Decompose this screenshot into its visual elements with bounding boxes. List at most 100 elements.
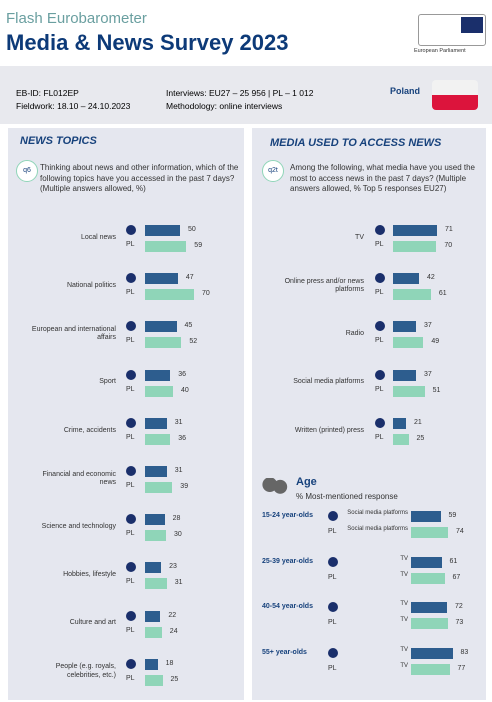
eu-icon [375, 369, 385, 380]
question: Thinking about news and other informatio… [40, 163, 239, 193]
bar [145, 417, 167, 429]
bar [411, 572, 445, 584]
heading: NEWS TOPICS [20, 135, 97, 147]
pl-label: PL [328, 664, 337, 672]
bar [145, 321, 177, 333]
info-id: EB-ID: FL012EP [16, 88, 79, 98]
value-label: 50 [188, 226, 196, 233]
item-label: TV [400, 571, 408, 578]
value-label: 70 [202, 290, 210, 298]
bar [145, 433, 171, 445]
value-label: 74 [456, 528, 464, 535]
item-label: TV [400, 601, 408, 607]
value-label: 24 [169, 627, 178, 635]
info-band [0, 66, 492, 124]
bar [145, 273, 178, 285]
bar [411, 663, 450, 675]
question-id: q2t [262, 160, 284, 182]
bar [393, 369, 416, 381]
eu-icon [126, 514, 136, 525]
eu-icon [126, 658, 136, 669]
row-label: Science and technology [41, 522, 116, 530]
heading: MEDIA USED TO ACCESS NEWS [270, 137, 442, 149]
item-label: TV [400, 662, 408, 669]
age-heading: Age [296, 476, 317, 488]
bar [145, 482, 173, 493]
bar [393, 417, 407, 429]
pl-label: PL [126, 337, 135, 345]
value-label: 45 [184, 322, 193, 330]
right-panel [252, 128, 486, 700]
value-label: 39 [180, 483, 189, 490]
value-label: 30 [174, 531, 182, 539]
row-label: TV [355, 233, 364, 241]
value-label: 70 [444, 242, 453, 249]
eu-icon [126, 610, 136, 621]
value-label: 61 [449, 557, 458, 565]
bar [145, 337, 182, 349]
age-label: 15-24 year-olds [262, 512, 313, 519]
bar [393, 273, 420, 285]
value-label: 72 [455, 603, 463, 610]
pl-label: PL [375, 385, 384, 393]
value-label: 25 [170, 675, 179, 683]
value-label: 40 [181, 386, 189, 394]
question: Among the following, what media have you… [290, 163, 476, 193]
bar [145, 289, 194, 301]
value-label: 28 [172, 515, 181, 523]
eu-icon [126, 562, 136, 573]
value-label: 22 [168, 611, 177, 619]
question-id: q6 [16, 160, 38, 182]
bar [145, 562, 162, 574]
row-label: Social media platforms [293, 378, 364, 386]
row-label: Radio [345, 330, 364, 338]
eu-icon [126, 466, 136, 476]
value-label: 52 [189, 338, 198, 346]
row-label: People (e.g. royals, celebrities, etc.) [55, 663, 116, 679]
value-label: 25 [416, 434, 425, 442]
value-label: 31 [174, 467, 183, 474]
value-label: 37 [423, 322, 432, 330]
bar [145, 626, 162, 638]
country: Poland [390, 86, 421, 96]
value-label: 47 [185, 274, 194, 282]
pl-label: PL [126, 385, 135, 393]
bar [411, 647, 453, 659]
pl-label: PL [126, 530, 135, 538]
bar [411, 527, 448, 538]
eu-icon [328, 602, 338, 612]
eu-icon [126, 369, 136, 380]
pl-label: PL [126, 241, 135, 248]
value-label: 31 [174, 418, 183, 426]
bar [145, 658, 158, 670]
bar [145, 385, 173, 397]
value-label: 51 [432, 386, 441, 394]
item-label: Social media platforms [347, 526, 408, 532]
value-label: 59 [194, 242, 203, 249]
value-label: 18 [165, 659, 174, 667]
bar [393, 225, 438, 236]
eu-icon [126, 321, 136, 332]
info-fieldwork: Fieldwork: 18.10 – 24.10.2023 [16, 101, 131, 111]
row-label: Hobbies, lifestyle [63, 571, 116, 579]
title: Media & News Survey 2023 [6, 30, 289, 55]
pl-label: PL [126, 626, 135, 634]
bar [411, 602, 447, 613]
bar [393, 289, 431, 301]
value-label: 21 [414, 418, 422, 426]
bar [145, 530, 166, 542]
info-interviews: Interviews: EU27 – 25 956 | PL – 1 012 [166, 88, 314, 98]
bar [145, 610, 161, 622]
bar [145, 225, 180, 236]
bar [393, 433, 409, 445]
pl-label: PL [126, 674, 135, 682]
pl-label: PL [375, 433, 384, 441]
item-label: TV [400, 555, 408, 562]
row-label: Local news [80, 233, 116, 241]
eu-icon [375, 273, 385, 284]
bar [145, 578, 167, 590]
bar [411, 511, 441, 522]
left-panel [8, 128, 244, 700]
row-label: European and international affairs [31, 325, 116, 342]
pl-label: PL [375, 241, 384, 248]
